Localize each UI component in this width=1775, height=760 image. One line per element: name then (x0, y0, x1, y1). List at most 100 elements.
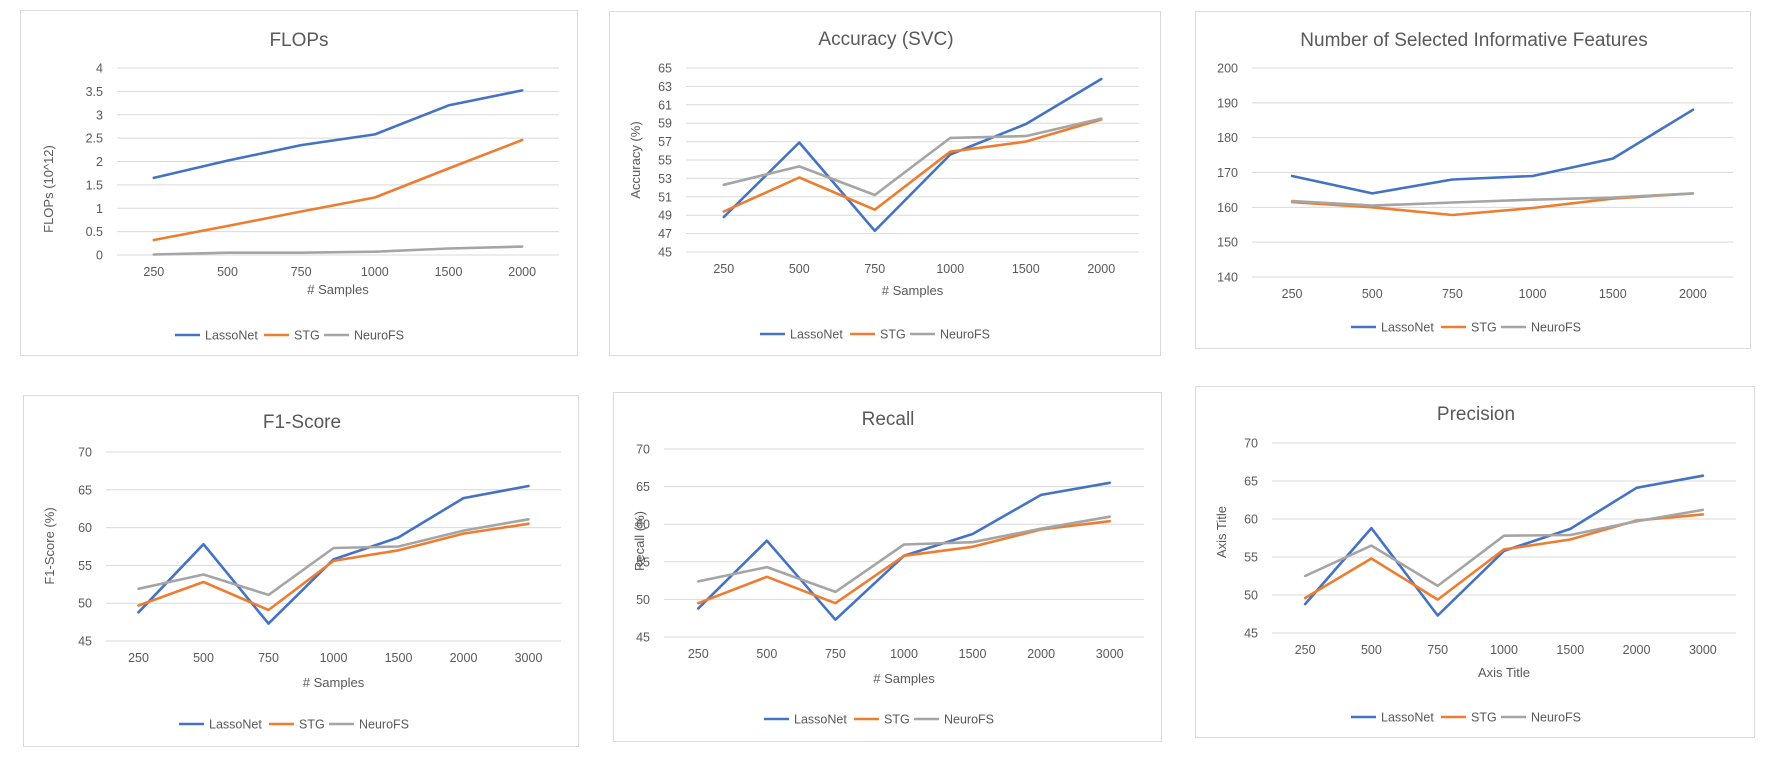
x-tick-label: 750 (291, 265, 312, 279)
series-line-lassonet (152, 89, 524, 180)
chart-panel-flops: FLOPs 0 0.5 1 1.5 2 2.5 3 3.5 4 250 500 750 1000 1500 2… (20, 10, 578, 356)
x-tick-label: 250 (713, 262, 734, 276)
y-tick-label: 3 (96, 108, 103, 122)
y-tick-label: 0.5 (86, 225, 103, 239)
x-tick-label: 750 (864, 262, 885, 276)
legend-label: STG (294, 329, 320, 343)
chart-svg-f1: F1-Score 45 50 55 60 65 70 250 500 750 1000 1500 200… (42, 412, 561, 732)
chart-title: Number of Selected Informative Features (1300, 30, 1647, 51)
x-tick-label: 1000 (320, 651, 348, 665)
series-line-lassonet (722, 77, 1103, 233)
y-tick-label: 49 (658, 209, 672, 223)
y-tick-label: 55 (636, 555, 650, 569)
y-tick-label: 60 (78, 521, 92, 535)
chart-title: Accuracy (SVC) (818, 29, 953, 50)
chart-title: Precision (1437, 404, 1515, 425)
y-tick-label: 140 (1217, 271, 1238, 285)
x-tick-label: 1500 (959, 647, 987, 661)
x-tick-label: 2000 (1679, 287, 1707, 301)
series-line-lassonet (1290, 108, 1695, 195)
legend-label: STG (299, 718, 325, 732)
chart-panel-recall: Recall 45 50 55 60 65 70 250 500 750 1000 1500 2000 3… (613, 392, 1162, 742)
x-tick-label: 2000 (1027, 647, 1055, 661)
series-line-neurofs (722, 117, 1103, 197)
x-tick-label: 1500 (1599, 287, 1627, 301)
legend-label: NeuroFS (359, 718, 409, 732)
legend-label: NeuroFS (1531, 711, 1581, 725)
x-tick-label: 3000 (515, 651, 543, 665)
x-tick-label: 750 (825, 647, 846, 661)
legend-label: LassoNet (790, 328, 843, 342)
series-line-stg (137, 522, 530, 612)
x-axis-label: # Samples (873, 671, 935, 686)
y-axis-label: Accuracy (%) (628, 121, 643, 198)
x-tick-label: 500 (789, 262, 810, 276)
x-tick-label: 500 (217, 265, 238, 279)
y-tick-label: 1.5 (86, 178, 103, 192)
y-tick-label: 2.5 (86, 132, 103, 146)
x-tick-label: 250 (688, 647, 709, 661)
y-tick-label: 3.5 (86, 85, 103, 99)
y-tick-label: 55 (658, 154, 672, 168)
y-axis-label: Recall (%) (632, 511, 647, 571)
y-tick-label: 200 (1217, 62, 1238, 76)
series-line-stg (152, 138, 524, 242)
legend-label: LassoNet (205, 329, 258, 343)
x-tick-label: 750 (258, 651, 279, 665)
x-tick-label: 1000 (361, 265, 389, 279)
legend-label: NeuroFS (354, 329, 404, 343)
x-tick-label: 250 (1282, 287, 1303, 301)
x-tick-label: 3000 (1689, 643, 1717, 657)
y-tick-label: 170 (1217, 166, 1238, 180)
legend-label: STG (884, 713, 910, 727)
y-axis-label: FLOPs (10^12) (41, 145, 56, 233)
chart-title: FLOPs (269, 30, 328, 51)
y-tick-label: 65 (1244, 475, 1258, 489)
x-tick-label: 2000 (1087, 262, 1115, 276)
y-tick-label: 50 (1244, 589, 1258, 603)
legend-label: LassoNet (1381, 321, 1434, 335)
chart-svg-accuracy: Accuracy (SVC) 45 47 49 51 53 55 57 59 61 63 65 250 5… (628, 29, 1139, 342)
legend-label: LassoNet (794, 713, 847, 727)
x-axis-label: # Samples (882, 283, 944, 298)
chart-svg-selected-features: Number of Selected Informative Features 1… (1217, 30, 1733, 335)
y-tick-label: 65 (636, 480, 650, 494)
x-tick-label: 1500 (385, 651, 413, 665)
y-tick-label: 50 (636, 593, 650, 607)
y-tick-label: 55 (78, 559, 92, 573)
series-line-neurofs (1303, 508, 1705, 588)
y-tick-label: 60 (1244, 513, 1258, 527)
y-tick-label: 150 (1217, 236, 1238, 250)
y-tick-label: 4 (96, 62, 103, 76)
y-tick-label: 70 (1244, 437, 1258, 451)
x-tick-label: 1500 (435, 265, 463, 279)
chart-panel-precision: Precision 45 50 55 60 65 70 250 500 750 1000 1500 20… (1195, 386, 1755, 738)
x-tick-label: 500 (756, 647, 777, 661)
x-tick-label: 2000 (508, 265, 536, 279)
y-tick-label: 180 (1217, 131, 1238, 145)
x-tick-label: 500 (1362, 287, 1383, 301)
x-axis-label: # Samples (307, 282, 369, 297)
x-tick-label: 1000 (1490, 643, 1518, 657)
x-tick-label: 1500 (1556, 643, 1584, 657)
y-tick-label: 45 (636, 631, 650, 645)
y-tick-label: 45 (78, 635, 92, 649)
chart-panel-accuracy: Accuracy (SVC) 45 47 49 51 53 55 57 59 61 63 65 250 5… (609, 11, 1161, 356)
legend-label: NeuroFS (940, 328, 990, 342)
series-line-neurofs (697, 515, 1112, 594)
legend-label: LassoNet (1381, 711, 1434, 725)
chart-svg-flops: FLOPs 0 0.5 1 1.5 2 2.5 3 3.5 4 250 500 750 1000 1500 2… (41, 30, 559, 343)
series-line-neurofs (137, 518, 530, 597)
y-axis-label: Axis Title (1214, 506, 1229, 558)
x-axis-label: Axis Title (1478, 665, 1530, 680)
x-tick-label: 1000 (936, 262, 964, 276)
chart-title: Recall (862, 409, 915, 430)
y-tick-label: 63 (658, 80, 672, 94)
x-tick-label: 3000 (1096, 647, 1124, 661)
series-line-neurofs (152, 245, 524, 256)
y-tick-label: 160 (1217, 201, 1238, 215)
y-tick-label: 61 (658, 98, 672, 112)
legend-label: NeuroFS (1531, 321, 1581, 335)
y-tick-label: 45 (1244, 627, 1258, 641)
y-axis-label: F1-Score (%) (42, 507, 57, 584)
